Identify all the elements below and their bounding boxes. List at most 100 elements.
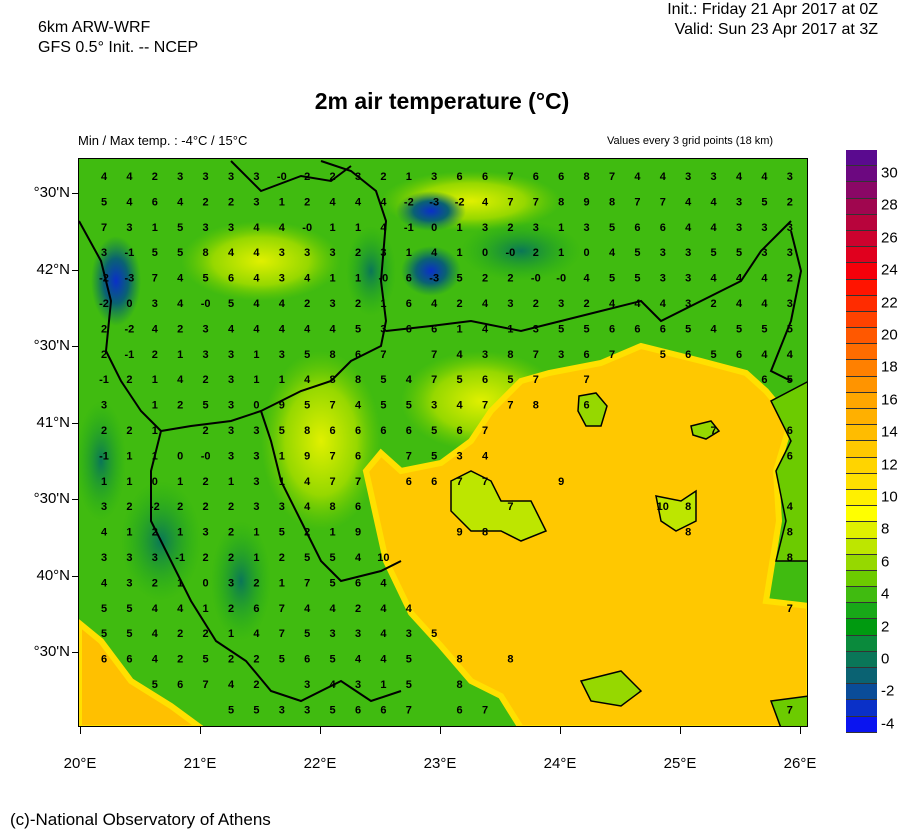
- grid-value: 3: [685, 247, 691, 259]
- grid-value: 5: [228, 298, 234, 310]
- grid-value: 4: [253, 323, 260, 335]
- grid-value: 4: [380, 654, 387, 666]
- lat-label: °30'N: [33, 184, 70, 201]
- grid-value: 2: [457, 298, 463, 310]
- grid-value: 3: [787, 298, 793, 310]
- grid-value: 5: [228, 704, 234, 716]
- grid-value: 1: [457, 323, 463, 335]
- grid-value: 6: [457, 425, 463, 437]
- grid-value: 2: [152, 577, 158, 589]
- colorbar-box: [846, 684, 877, 701]
- grid-value: 9: [304, 450, 310, 462]
- grid-value: 6: [406, 323, 412, 335]
- grid-value: 8: [507, 349, 513, 361]
- cold-area: [79, 401, 126, 521]
- grid-value: 5: [101, 196, 107, 208]
- grid-value: 5: [101, 628, 107, 640]
- colorbar-box: [846, 425, 877, 442]
- grid-value: 5: [203, 654, 209, 666]
- grid-value: 0: [431, 222, 437, 234]
- grid-value: 7: [203, 679, 209, 691]
- grid-value: 5: [380, 374, 386, 386]
- grid-value: 3: [228, 400, 234, 412]
- grid-value: 3: [126, 552, 132, 564]
- colorbar: [846, 150, 877, 733]
- lat-tick: [72, 193, 78, 194]
- grid-value: 8: [584, 171, 590, 183]
- grid-value: 3: [533, 222, 539, 234]
- colorbar-box: [846, 376, 877, 393]
- grid-value: 4: [355, 196, 362, 208]
- lat-label: 41°N: [36, 413, 70, 431]
- grid-value: 1: [355, 222, 361, 234]
- grid-value: 4: [457, 349, 464, 361]
- grid-value: 5: [584, 323, 590, 335]
- grid-value: 4: [380, 222, 387, 234]
- grid-value: 3: [101, 247, 107, 259]
- colorbar-label: 26: [881, 229, 898, 247]
- colorbar-box: [846, 668, 877, 685]
- grid-value: 6: [482, 374, 488, 386]
- cold-area: [346, 226, 396, 316]
- colorbar-box: [846, 587, 877, 604]
- grid-value: 7: [482, 704, 488, 716]
- grid-value: 5: [330, 577, 336, 589]
- grid-value: 4: [761, 298, 768, 310]
- lat-label: °30'N: [33, 490, 70, 507]
- grid-value: 8: [685, 527, 691, 539]
- grid-value: 7: [482, 425, 488, 437]
- grid-value: 5: [431, 628, 437, 640]
- grid-value: 3: [279, 349, 285, 361]
- grid-value: 2: [228, 603, 234, 615]
- grid-value: 4: [406, 603, 413, 615]
- grid-value: 3: [787, 222, 793, 234]
- grid-value: 6: [101, 654, 107, 666]
- grid-value: 8: [457, 679, 463, 691]
- grid-value: 3: [152, 552, 158, 564]
- grid-value: 4: [253, 222, 260, 234]
- model-info: 6km ARW-WRF GFS 0.5° Init. -- NCEP: [38, 18, 198, 58]
- grid-value: 1: [253, 552, 259, 564]
- grid-value: 6: [126, 654, 132, 666]
- colorbar-label: -4: [881, 715, 895, 733]
- colorbar-label: 0: [881, 650, 890, 668]
- grid-value: 8: [787, 527, 793, 539]
- cold-area: [211, 521, 271, 641]
- grid-value: 2: [380, 171, 386, 183]
- colorbar-box: [846, 522, 877, 539]
- grid-value: 1: [330, 527, 336, 539]
- grid-value: 4: [355, 552, 362, 564]
- colorbar-box: [846, 651, 877, 668]
- grid-value: 4: [431, 298, 438, 310]
- grid-value: 2: [253, 577, 259, 589]
- values-note: Values every 3 grid points (18 km): [607, 135, 774, 147]
- colorbar-box: [846, 360, 877, 377]
- grid-value: 4: [761, 171, 768, 183]
- grid-value: 6: [431, 476, 437, 488]
- map-canvas: 4 4 2 3 3 3 3 -0 2 2 3 2 1 3 6 6 7 6 6 8 7 4 4 3 3 4 4 3 5 4 6 4 2 2 3 1 2 4 4…: [79, 159, 807, 726]
- grid-value: 4: [457, 400, 464, 412]
- lat-label: 42°N: [36, 260, 70, 278]
- grid-value: 1: [253, 349, 259, 361]
- grid-value: 6: [558, 171, 564, 183]
- grid-value: 2: [482, 273, 488, 285]
- grid-value: 2: [228, 654, 234, 666]
- grid-value: 6: [787, 425, 793, 437]
- grid-value: 7: [279, 628, 285, 640]
- colorbar-label: 20: [881, 326, 898, 344]
- lat-tick: [72, 499, 78, 500]
- colorbar-box: [846, 700, 877, 717]
- grid-value: 3: [330, 298, 336, 310]
- grid-value: 8: [787, 552, 793, 564]
- grid-value: 5: [685, 323, 691, 335]
- grid-value: 3: [203, 527, 209, 539]
- grid-value: 6: [761, 374, 767, 386]
- grid-value: 3: [253, 450, 259, 462]
- grid-value: 4: [152, 654, 159, 666]
- colorbar-label: 12: [881, 456, 898, 474]
- grid-value: 9: [355, 527, 361, 539]
- grid-value: 4: [177, 374, 184, 386]
- grid-value: 4: [253, 247, 260, 259]
- grid-value: 5: [711, 247, 717, 259]
- cold-area: [401, 246, 461, 296]
